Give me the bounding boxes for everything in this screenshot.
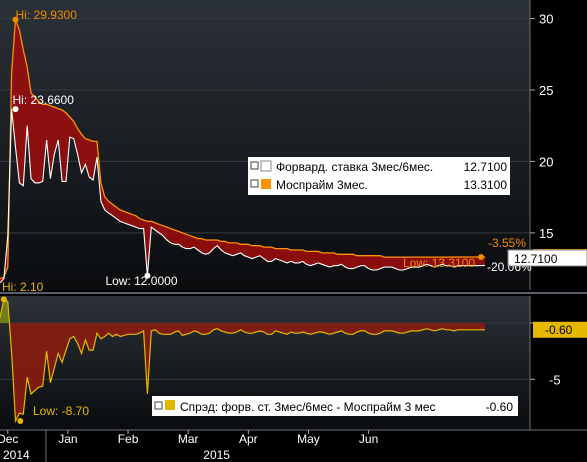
high-label-mosprime: Hi: 29.9300 xyxy=(16,8,78,22)
high-label-spread: Hi: 2.10 xyxy=(2,280,44,294)
legend-swatch-mosprime xyxy=(261,179,271,189)
mosprime-series-line xyxy=(0,19,485,280)
year-label: 2014 xyxy=(3,448,30,462)
y-tick-label: 30 xyxy=(539,12,553,27)
change-label-mosprime: -3.55% xyxy=(488,236,526,250)
legend-toggle-icon[interactable] xyxy=(250,161,259,170)
y-tick-label: 15 xyxy=(539,226,553,241)
lower-last-value-tags: -0.60 xyxy=(533,321,587,338)
lower-annotations: Hi: 2.10 Low: -8.70 xyxy=(0,280,89,424)
spread-area xyxy=(0,299,485,421)
upper-annotations: Hi: 29.9300 Hi: 23.6600 Low: 12.0000 Low: 1… xyxy=(12,8,532,288)
high-marker-spread xyxy=(0,296,7,303)
low-label-mosprime: Low: 13.3100 xyxy=(403,256,475,270)
legend-label-spread: Спрэд: форв. ст. 3мес/6мес - Моспрайм 3 … xyxy=(180,400,436,414)
legend-toggle-icon[interactable] xyxy=(154,401,163,410)
y-tick-label: 20 xyxy=(539,154,553,169)
last-value-tag-forward-text: 12.7100 xyxy=(514,252,558,266)
mosprime-forward-gap-fill xyxy=(0,19,485,283)
legend-swatch-forward xyxy=(260,160,272,172)
low-label-spread: Low: -8.70 xyxy=(33,404,89,418)
x-tick-label: Mar xyxy=(178,432,199,446)
upper-legend[interactable]: Форвард. ставка 3мес/6мес. 12.7100 Моспр… xyxy=(248,157,510,195)
legend-value-forward: 12.7100 xyxy=(464,160,508,174)
high-marker-forward xyxy=(12,106,19,113)
lower-legend-box xyxy=(152,396,518,416)
high-label-forward: Hi: 23.6600 xyxy=(13,93,75,107)
upper-series-lines xyxy=(0,19,485,284)
last-value-tag-forward xyxy=(507,249,587,267)
upper-last-value-tags: 13.310012.7100 xyxy=(507,249,587,267)
spread-line xyxy=(0,298,485,424)
x-tick-label: Dec xyxy=(0,432,18,446)
legend-label-forward: Форвард. ставка 3мес/6мес. xyxy=(276,160,433,174)
upper-y-axis-ticks: 15 20 25 30 xyxy=(530,12,553,241)
legend-swatch-spread xyxy=(165,400,175,410)
upper-legend-box xyxy=(248,157,510,195)
mosprime-area-fill xyxy=(0,19,485,283)
spread-series-line xyxy=(0,298,485,424)
year-label: 2015 xyxy=(203,448,230,462)
x-tick-label: Jun xyxy=(359,432,378,446)
last-value-tag-spread-text: -0.60 xyxy=(545,323,573,337)
forward-series-line xyxy=(0,109,485,284)
y-tick-label: 25 xyxy=(539,83,553,98)
x-tick-label: Apr xyxy=(239,432,258,446)
legend-value-spread: -0.60 xyxy=(486,400,514,414)
legend-toggle-icon[interactable] xyxy=(250,179,259,188)
x-tick-label: Feb xyxy=(118,432,139,446)
low-marker-mosprime xyxy=(478,254,484,260)
low-label-forward: Low: 12.0000 xyxy=(105,274,177,288)
x-tick-label: Jan xyxy=(58,432,77,446)
spread-positive-area xyxy=(0,299,10,324)
legend-value-mosprime: 13.3100 xyxy=(464,178,508,192)
low-marker-spread xyxy=(17,417,24,424)
y-tick-label: -5 xyxy=(549,372,561,387)
last-value-tag-spread xyxy=(533,321,587,338)
x-tick-label: May xyxy=(297,432,320,446)
low-marker-forward xyxy=(144,272,151,279)
high-marker-mosprime xyxy=(12,16,19,23)
lower-legend[interactable]: Спрэд: форв. ст. 3мес/6мес - Моспрайм 3 … xyxy=(152,396,518,416)
legend-label-mosprime: Моспрайм 3мес. xyxy=(276,178,368,192)
spread-area-fill xyxy=(0,299,485,421)
x-axis: Dec Jan Feb Mar Apr May Jun 2014 2015 xyxy=(0,430,378,462)
